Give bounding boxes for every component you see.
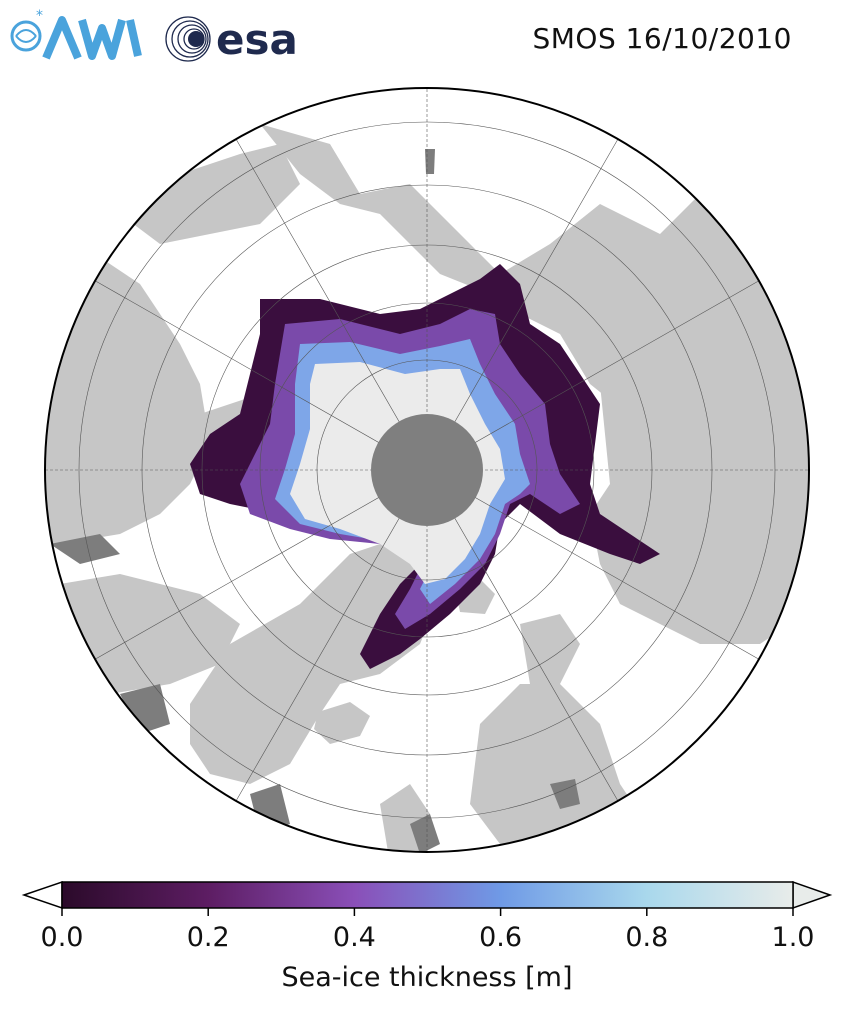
colorbar-tick-label: 0.2 [186,922,230,953]
longitude-grid [45,88,809,852]
colorbar-tick-label: 0.8 [625,922,669,953]
logo-area: * esa [6,6,306,66]
polar-map [44,87,810,853]
dark-land [50,149,580,852]
colorbar [21,880,833,916]
colorbar-bar [61,881,794,909]
colorbar-tick-label: 1.0 [771,922,815,953]
colorbar-tick-label: 0.4 [332,922,376,953]
awi-logo: * [10,8,142,60]
colorbar-max-extension [792,880,833,910]
esa-logo: esa [165,15,298,64]
map-border [44,87,810,853]
svg-text:esa: esa [216,15,298,64]
map-title: SMOS 16/10/2010 [532,22,792,55]
colorbar-min-extension [21,880,63,910]
colorbar-ticks [61,908,794,916]
svg-text:*: * [36,8,43,24]
colorbar-tick-label: 0.6 [479,922,523,953]
pole-hole [371,414,483,526]
colorbar-label: Sea-ice thickness [m] [281,962,573,993]
colorbar-tick-label: 0.0 [40,922,84,953]
